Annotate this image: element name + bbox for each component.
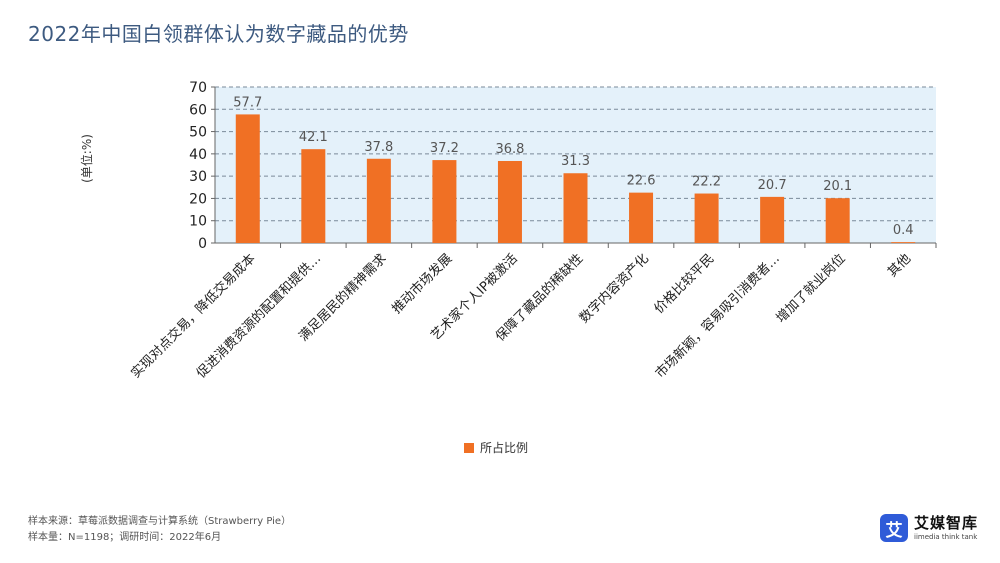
y-tick-label: 30: [189, 169, 207, 185]
data-label: 0.4: [893, 223, 914, 238]
brand-subtitle: iimedia think tank: [914, 532, 978, 541]
category-label: 推动市场发展: [389, 251, 455, 317]
data-label: 22.6: [627, 174, 656, 189]
brand-text: 艾媒智库 iimedia think tank: [914, 513, 979, 541]
y-tick-label: 60: [189, 102, 207, 118]
bar: [629, 192, 654, 243]
y-tick-label: 70: [189, 80, 207, 96]
data-label: 20.7: [758, 178, 787, 193]
data-label: 22.2: [692, 175, 721, 190]
bar: [366, 158, 391, 243]
y-tick-label: 50: [189, 125, 207, 141]
brand-name: 艾媒智库: [914, 513, 979, 532]
bar: [432, 160, 457, 243]
data-label: 20.1: [823, 179, 852, 194]
chart-title: 2022年中国白领群体认为数字藏品的优势: [28, 22, 409, 46]
data-label: 37.2: [430, 141, 459, 156]
data-label: 42.1: [299, 130, 328, 145]
data-label: 37.8: [364, 140, 393, 155]
legend-swatch: [464, 442, 474, 453]
legend-label: 所占比例: [480, 441, 529, 455]
category-label: 增加了就业岗位: [774, 251, 849, 326]
data-label: 31.3: [561, 154, 590, 169]
brand-logo-icon: 艾: [880, 514, 908, 542]
bar: [760, 196, 785, 243]
bar: [301, 149, 326, 243]
source-footnote: 样本来源：草莓派数据调查与计算系统（Strawberry Pie）: [28, 516, 292, 527]
category-label: 数字内容资产化: [576, 251, 652, 327]
bar: [891, 242, 916, 243]
category-label: 价格比较平民: [651, 251, 717, 317]
bar: [497, 160, 522, 243]
category-label: 其他: [885, 251, 914, 280]
bar: [694, 193, 719, 243]
brand-mark: 艾 艾媒智库 iimedia think tank: [880, 514, 978, 542]
y-tick-label: 20: [189, 191, 207, 207]
y-tick-label: 40: [189, 147, 207, 163]
chart-legend: 所占比例: [464, 439, 528, 456]
y-tick-label: 10: [189, 214, 207, 230]
y-tick-label: 0: [198, 236, 207, 252]
data-label: 36.8: [495, 142, 524, 157]
data-label: 57.7: [233, 95, 262, 110]
bar: [563, 173, 588, 243]
bar: [825, 198, 850, 243]
bar: [235, 114, 260, 243]
category-label: 促进消费资源的配置和提供…: [193, 251, 324, 382]
category-label: 实现对点交易，降低交易成本: [128, 251, 259, 382]
category-label: 市场新颖，容易吸引消费者…: [652, 251, 783, 382]
sample-footnote: 样本量：N=1198；调研时间：2022年6月: [28, 532, 222, 543]
